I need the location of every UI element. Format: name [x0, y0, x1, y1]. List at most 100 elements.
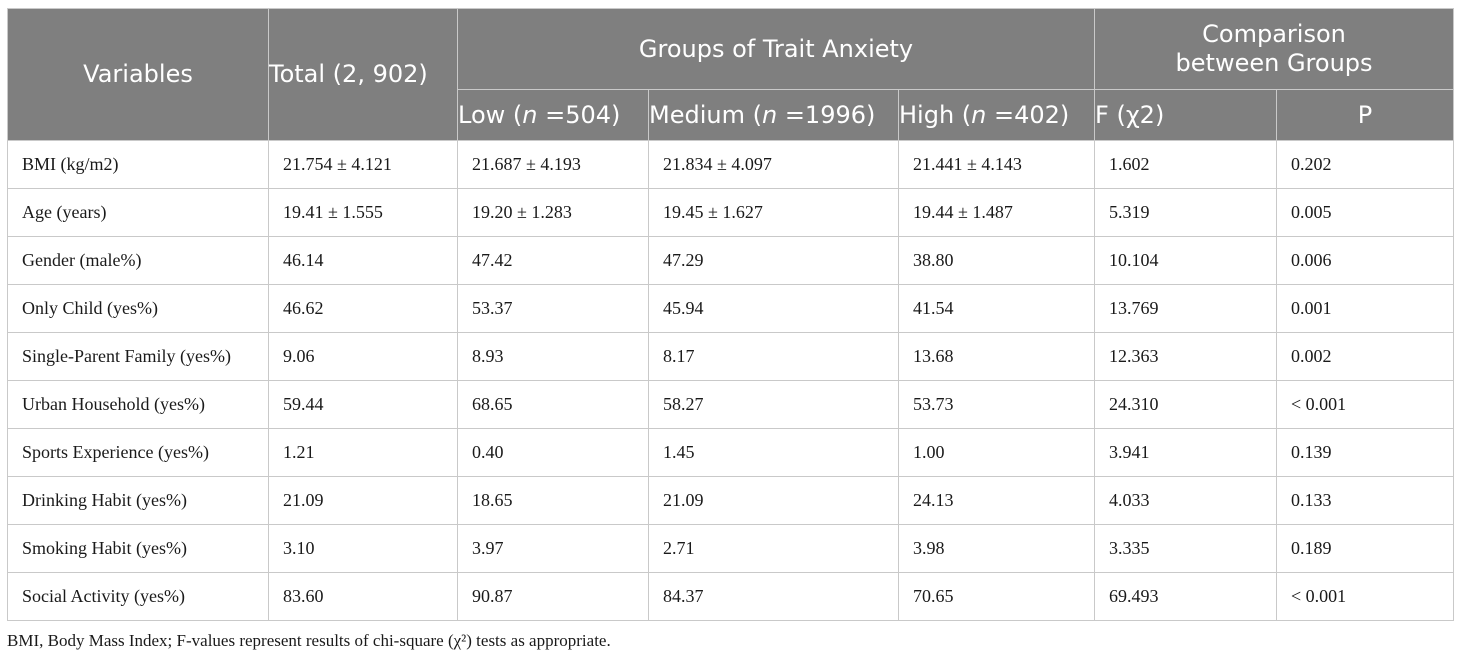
- header-medium-n: n: [761, 100, 778, 129]
- cell-high: 24.13: [897, 476, 1096, 525]
- cell-f-value: 12.363: [1094, 332, 1278, 381]
- header-medium-suffix: =1996): [777, 100, 876, 129]
- header-comparison-line2: between Groups: [1175, 49, 1373, 77]
- table-row: Social Activity (yes%) 83.60 90.87 84.37 70.…: [7, 572, 1455, 621]
- table-row: Single-Parent Family (yes%) 9.06 8.93 8.17 1…: [7, 332, 1455, 381]
- cell-variable: Urban Household (yes%): [7, 380, 269, 429]
- cell-low: 21.687 ± 4.193: [457, 140, 649, 189]
- cell-variable: Drinking Habit (yes%): [7, 476, 269, 525]
- cell-variable: Sports Experience (yes%): [7, 428, 269, 477]
- cell-total: 19.41 ± 1.555: [268, 188, 458, 237]
- cell-medium: 21.09: [648, 476, 899, 525]
- table-row: Urban Household (yes%) 59.44 68.65 58.27 53.…: [7, 380, 1455, 429]
- table-row: BMI (kg/m2) 21.754 ± 4.121 21.687 ± 4.193 2…: [7, 140, 1455, 189]
- table-footnote: BMI, Body Mass Index; F-values represent…: [7, 631, 611, 650]
- header-low-prefix: Low (: [458, 100, 523, 129]
- cell-variable: Single-Parent Family (yes%): [7, 332, 269, 381]
- cell-p-value: < 0.001: [1276, 572, 1455, 621]
- cell-total: 1.21: [268, 428, 458, 477]
- cell-total: 83.60: [268, 572, 458, 621]
- table-row: Drinking Habit (yes%) 21.09 18.65 21.09 24.1…: [7, 476, 1455, 525]
- cell-variable: Gender (male%): [7, 236, 269, 285]
- cell-total: 46.14: [268, 236, 458, 285]
- cell-f-value: 3.941: [1094, 428, 1278, 477]
- cell-variable: BMI (kg/m2): [7, 140, 269, 189]
- cell-medium: 84.37: [648, 572, 899, 621]
- data-table: Variables Total (2, 902) Groups of Trait…: [7, 8, 1455, 621]
- header-low-suffix: =504): [537, 100, 621, 129]
- cell-f-value: 13.769: [1094, 284, 1278, 333]
- header-f-chi2: F (χ2): [1094, 89, 1278, 141]
- cell-medium: 19.45 ± 1.627: [648, 188, 899, 237]
- cell-f-value: 4.033: [1094, 476, 1278, 525]
- cell-p-value: 0.133: [1276, 476, 1455, 525]
- table-row: Age (years) 19.41 ± 1.555 19.20 ± 1.283 19.…: [7, 188, 1455, 237]
- header-medium-prefix: Medium (: [649, 100, 762, 129]
- cell-total: 46.62: [268, 284, 458, 333]
- cell-high: 41.54: [897, 284, 1096, 333]
- cell-high: 53.73: [897, 380, 1096, 429]
- cell-high: 21.441 ± 4.143: [897, 140, 1096, 189]
- cell-total: 59.44: [268, 380, 458, 429]
- cell-high: 38.80: [897, 236, 1096, 285]
- header-high-prefix: High (: [899, 100, 972, 129]
- cell-total: 21.754 ± 4.121: [268, 140, 458, 189]
- header-high-n: n: [971, 100, 987, 129]
- cell-low: 47.42: [457, 236, 649, 285]
- table-row: Smoking Habit (yes%) 3.10 3.97 2.71 3.98 3.33…: [7, 524, 1455, 573]
- cell-total: 9.06: [268, 332, 458, 381]
- cell-variable: Smoking Habit (yes%): [7, 524, 269, 573]
- cell-medium: 58.27: [648, 380, 899, 429]
- cell-low: 0.40: [457, 428, 649, 477]
- cell-medium: 8.17: [648, 332, 899, 381]
- cell-medium: 47.29: [648, 236, 899, 285]
- cell-low: 3.97: [457, 524, 649, 573]
- cell-f-value: 10.104: [1094, 236, 1278, 285]
- header-medium: Medium (n =1996): [648, 89, 899, 141]
- table-body: BMI (kg/m2) 21.754 ± 4.121 21.687 ± 4.193 2…: [7, 140, 1455, 621]
- cell-variable: Social Activity (yes%): [7, 572, 269, 621]
- header-groups-of-trait-anxiety: Groups of Trait Anxiety: [456, 8, 1096, 90]
- header-comparison-between-groups: Comparison between Groups: [1094, 8, 1455, 90]
- header-comparison-line1: Comparison: [1202, 20, 1346, 48]
- cell-total: 3.10: [268, 524, 458, 573]
- cell-f-value: 5.319: [1094, 188, 1278, 237]
- header-low-n: n: [522, 100, 538, 129]
- cell-high: 13.68: [897, 332, 1096, 381]
- table-row: Sports Experience (yes%) 1.21 0.40 1.45 1.00…: [7, 428, 1455, 477]
- cell-p-value: 0.001: [1276, 284, 1455, 333]
- cell-medium: 1.45: [648, 428, 899, 477]
- header-low: Low (n =504): [457, 89, 649, 141]
- cell-f-value: 69.493: [1094, 572, 1278, 621]
- table-row: Only Child (yes%) 46.62 53.37 45.94 41.54 13.…: [7, 284, 1455, 333]
- cell-p-value: 0.006: [1276, 236, 1455, 285]
- cell-f-value: 24.310: [1094, 380, 1278, 429]
- cell-high: 3.98: [897, 524, 1096, 573]
- header-variables: Variables: [7, 8, 269, 141]
- cell-variable: Only Child (yes%): [7, 284, 269, 333]
- cell-p-value: 0.202: [1276, 140, 1455, 189]
- cell-low: 8.93: [457, 332, 649, 381]
- cell-medium: 2.71: [648, 524, 899, 573]
- header-high: High (n =402): [897, 89, 1096, 141]
- cell-p-value: 0.002: [1276, 332, 1455, 381]
- cell-variable: Age (years): [7, 188, 269, 237]
- header-p: P: [1276, 89, 1455, 141]
- cell-p-value: 0.005: [1276, 188, 1455, 237]
- cell-low: 53.37: [457, 284, 649, 333]
- cell-medium: 21.834 ± 4.097: [648, 140, 899, 189]
- cell-low: 90.87: [457, 572, 649, 621]
- header-high-suffix: =402): [986, 100, 1070, 129]
- cell-f-value: 3.335: [1094, 524, 1278, 573]
- cell-f-value: 1.602: [1094, 140, 1278, 189]
- cell-medium: 45.94: [648, 284, 899, 333]
- cell-low: 19.20 ± 1.283: [457, 188, 649, 237]
- cell-low: 18.65: [457, 476, 649, 525]
- cell-total: 21.09: [268, 476, 458, 525]
- cell-p-value: < 0.001: [1276, 380, 1455, 429]
- cell-low: 68.65: [457, 380, 649, 429]
- cell-p-value: 0.139: [1276, 428, 1455, 477]
- cell-high: 70.65: [897, 572, 1096, 621]
- table-header: Variables Total (2, 902) Groups of Trait…: [7, 8, 1455, 141]
- header-total: Total (2, 902): [268, 8, 458, 141]
